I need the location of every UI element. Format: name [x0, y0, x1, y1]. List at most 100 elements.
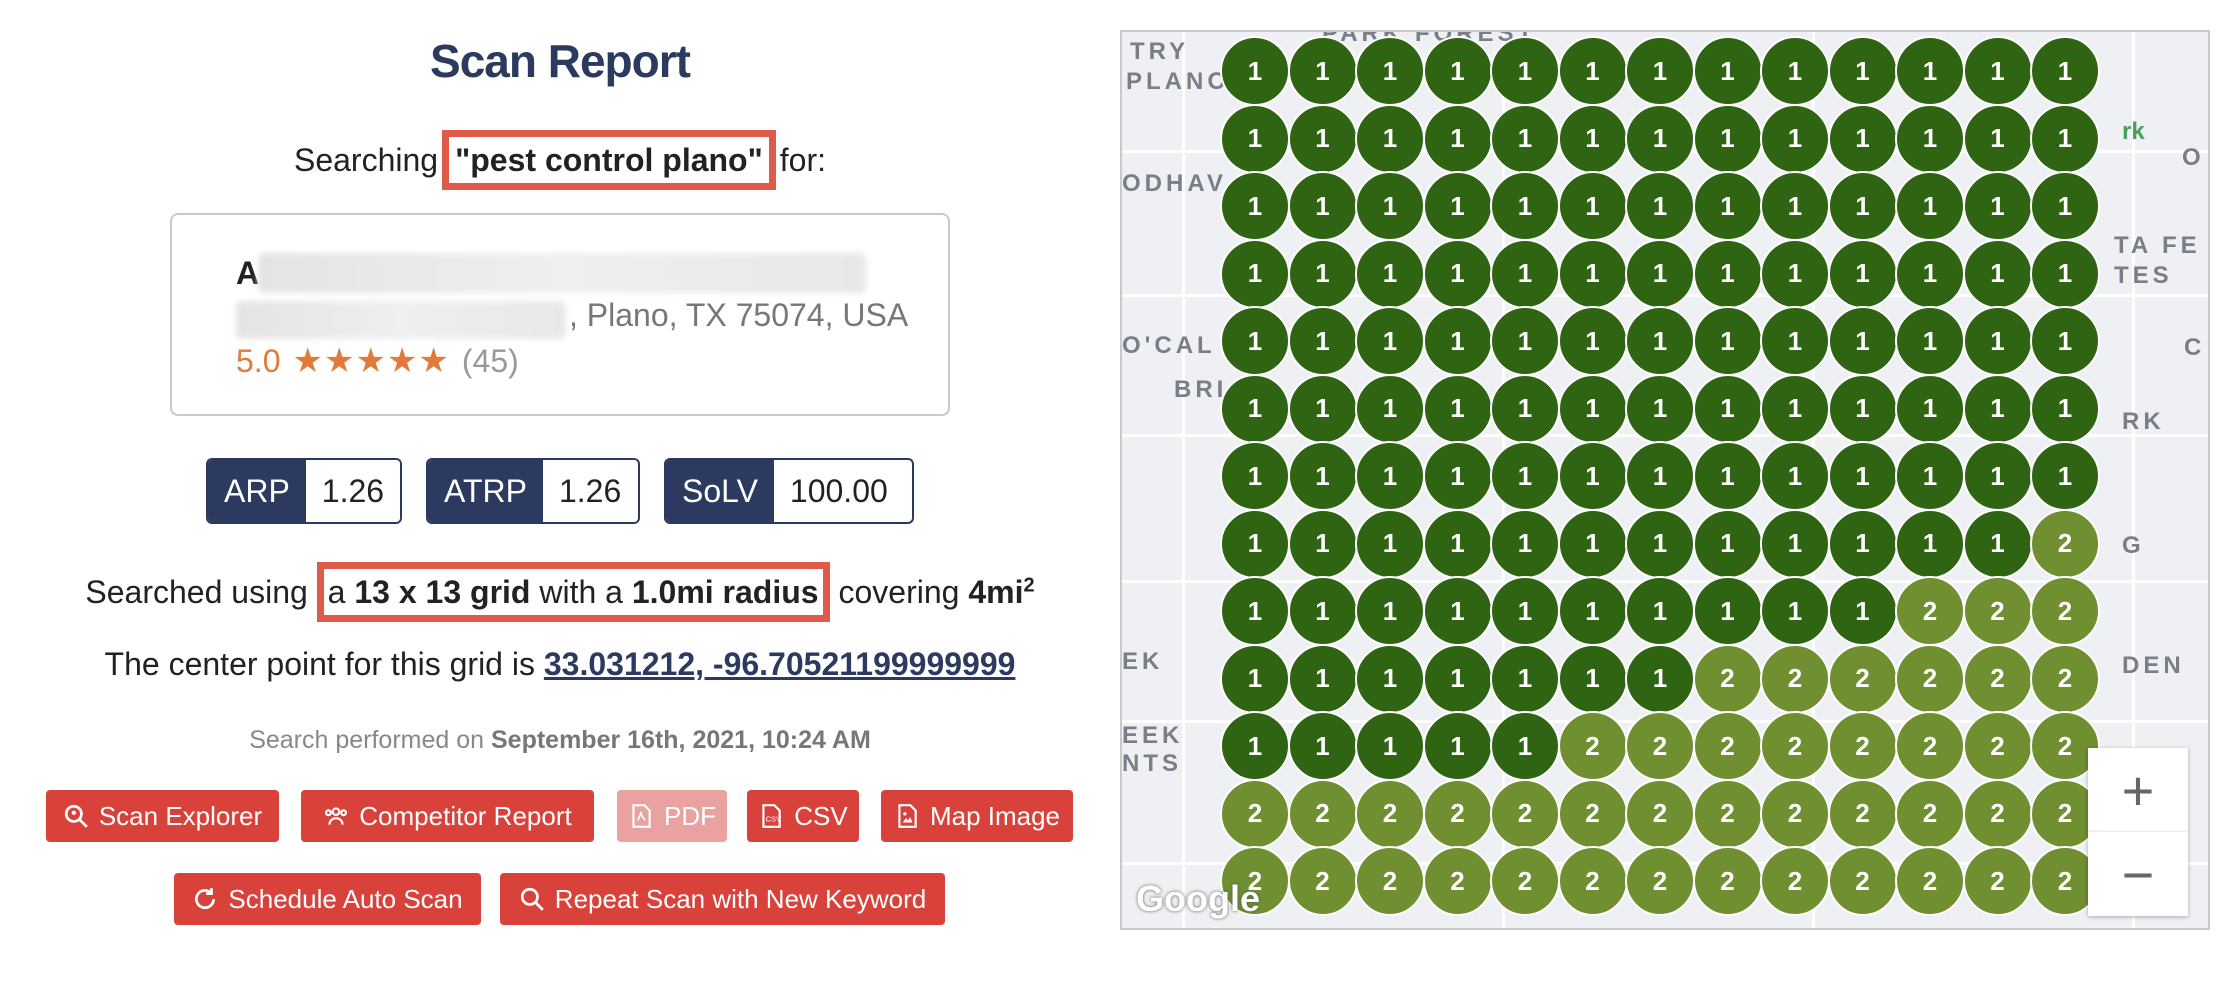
grid-point-rank-1[interactable]: 1 [1355, 306, 1425, 376]
grid-point-rank-1[interactable]: 1 [1625, 373, 1695, 444]
rank-grid-map[interactable]: TRY PLANO PARK FOREST ODHAV TA FE TES O'… [1120, 30, 2210, 930]
grid-point-rank-1[interactable]: 1 [1287, 576, 1358, 646]
grid-point-rank-1[interactable]: 1 [1422, 103, 1493, 174]
grid-point-rank-2[interactable]: 2 [1962, 846, 2033, 916]
grid-point-rank-1[interactable]: 1 [1355, 711, 1425, 781]
grid-point-rank-1[interactable]: 1 [1287, 373, 1358, 444]
grid-point-rank-1[interactable]: 1 [1355, 171, 1425, 241]
grid-point-rank-1[interactable]: 1 [1422, 508, 1493, 579]
grid-point-rank-1[interactable]: 1 [1692, 441, 1763, 511]
grid-point-rank-1[interactable]: 1 [1355, 643, 1425, 714]
grid-point-rank-2[interactable]: 2 [1895, 846, 1965, 916]
grid-point-rank-2[interactable]: 2 [1962, 643, 2033, 714]
grid-point-rank-2[interactable]: 2 [1422, 778, 1493, 849]
zoom-in-button[interactable]: + [2088, 748, 2188, 832]
grid-point-rank-1[interactable]: 1 [1827, 171, 1898, 241]
grid-point-rank-1[interactable]: 1 [1827, 373, 1898, 444]
grid-point-rank-1[interactable]: 1 [1962, 103, 2033, 174]
grid-point-rank-1[interactable]: 1 [1422, 441, 1493, 511]
grid-point-rank-1[interactable]: 1 [1625, 576, 1695, 646]
grid-point-rank-1[interactable]: 1 [1557, 643, 1628, 714]
grid-point-rank-1[interactable]: 1 [1490, 711, 1560, 781]
grid-point-rank-1[interactable]: 1 [1827, 508, 1898, 579]
grid-point-rank-1[interactable]: 1 [1760, 306, 1830, 376]
grid-point-rank-1[interactable]: 1 [1287, 36, 1358, 106]
grid-point-rank-1[interactable]: 1 [1220, 576, 1290, 646]
repeat-scan-button[interactable]: Repeat Scan with New Keyword [500, 873, 945, 925]
grid-point-rank-2[interactable]: 2 [1692, 778, 1763, 849]
grid-point-rank-1[interactable]: 1 [2030, 306, 2100, 376]
grid-point-rank-2[interactable]: 2 [1422, 846, 1493, 916]
grid-point-rank-1[interactable]: 1 [1895, 171, 1965, 241]
grid-point-rank-2[interactable]: 2 [1557, 846, 1628, 916]
grid-point-rank-2[interactable]: 2 [1625, 778, 1695, 849]
grid-point-rank-1[interactable]: 1 [1220, 373, 1290, 444]
grid-point-rank-1[interactable]: 1 [1422, 373, 1493, 444]
grid-point-rank-2[interactable]: 2 [1355, 778, 1425, 849]
grid-point-rank-1[interactable]: 1 [1490, 103, 1560, 174]
grid-point-rank-1[interactable]: 1 [2030, 103, 2100, 174]
grid-point-rank-1[interactable]: 1 [1760, 36, 1830, 106]
grid-point-rank-1[interactable]: 1 [1557, 238, 1628, 309]
grid-point-rank-2[interactable]: 2 [2030, 576, 2100, 646]
grid-point-rank-2[interactable]: 2 [2030, 508, 2100, 579]
grid-point-rank-2[interactable]: 2 [1760, 846, 1830, 916]
grid-point-rank-1[interactable]: 1 [1962, 238, 2033, 309]
grid-point-rank-2[interactable]: 2 [1895, 576, 1965, 646]
grid-point-rank-1[interactable]: 1 [1625, 441, 1695, 511]
grid-point-rank-2[interactable]: 2 [1827, 846, 1898, 916]
grid-point-rank-1[interactable]: 1 [1287, 441, 1358, 511]
grid-point-rank-1[interactable]: 1 [1490, 508, 1560, 579]
grid-point-rank-1[interactable]: 1 [1220, 103, 1290, 174]
grid-point-rank-1[interactable]: 1 [1220, 441, 1290, 511]
grid-point-rank-1[interactable]: 1 [1625, 171, 1695, 241]
grid-point-rank-2[interactable]: 2 [1692, 846, 1763, 916]
grid-point-rank-1[interactable]: 1 [1760, 373, 1830, 444]
map-image-button[interactable]: Map Image [881, 790, 1073, 842]
csv-button[interactable]: CSV CSV [747, 790, 859, 842]
competitor-report-button[interactable]: Competitor Report [301, 790, 594, 842]
grid-point-rank-1[interactable]: 1 [1287, 643, 1358, 714]
grid-point-rank-1[interactable]: 1 [1692, 171, 1763, 241]
grid-point-rank-2[interactable]: 2 [1962, 576, 2033, 646]
grid-point-rank-1[interactable]: 1 [2030, 238, 2100, 309]
grid-point-rank-1[interactable]: 1 [1692, 306, 1763, 376]
grid-point-rank-1[interactable]: 1 [1422, 576, 1493, 646]
grid-point-rank-1[interactable]: 1 [1895, 306, 1965, 376]
grid-point-rank-1[interactable]: 1 [1355, 508, 1425, 579]
grid-point-rank-1[interactable]: 1 [1625, 103, 1695, 174]
grid-point-rank-1[interactable]: 1 [1490, 306, 1560, 376]
grid-point-rank-1[interactable]: 1 [1962, 306, 2033, 376]
grid-point-rank-1[interactable]: 1 [1962, 36, 2033, 106]
grid-point-rank-2[interactable]: 2 [1557, 711, 1628, 781]
grid-point-rank-1[interactable]: 1 [1895, 36, 1965, 106]
grid-point-rank-1[interactable]: 1 [1355, 103, 1425, 174]
grid-point-rank-2[interactable]: 2 [1962, 778, 2033, 849]
grid-point-rank-2[interactable]: 2 [1625, 711, 1695, 781]
grid-point-rank-1[interactable]: 1 [1557, 441, 1628, 511]
scan-explorer-button[interactable]: Scan Explorer [46, 790, 279, 842]
grid-point-rank-1[interactable]: 1 [1895, 373, 1965, 444]
grid-point-rank-1[interactable]: 1 [1557, 171, 1628, 241]
grid-point-rank-2[interactable]: 2 [1490, 846, 1560, 916]
grid-point-rank-1[interactable]: 1 [2030, 373, 2100, 444]
grid-point-rank-1[interactable]: 1 [1760, 576, 1830, 646]
grid-point-rank-1[interactable]: 1 [1692, 373, 1763, 444]
grid-point-rank-2[interactable]: 2 [1827, 711, 1898, 781]
grid-point-rank-1[interactable]: 1 [1422, 711, 1493, 781]
grid-point-rank-1[interactable]: 1 [2030, 171, 2100, 241]
grid-point-rank-2[interactable]: 2 [1962, 711, 2033, 781]
grid-point-rank-1[interactable]: 1 [1962, 373, 2033, 444]
grid-point-rank-1[interactable]: 1 [1220, 36, 1290, 106]
grid-point-rank-1[interactable]: 1 [1557, 373, 1628, 444]
grid-point-rank-1[interactable]: 1 [1355, 36, 1425, 106]
zoom-out-button[interactable]: − [2088, 832, 2188, 916]
grid-point-rank-1[interactable]: 1 [1557, 576, 1628, 646]
grid-point-rank-2[interactable]: 2 [1490, 778, 1560, 849]
grid-point-rank-1[interactable]: 1 [1422, 306, 1493, 376]
grid-point-rank-1[interactable]: 1 [1760, 238, 1830, 309]
grid-point-rank-1[interactable]: 1 [1287, 171, 1358, 241]
grid-point-rank-2[interactable]: 2 [1760, 778, 1830, 849]
grid-point-rank-1[interactable]: 1 [1355, 373, 1425, 444]
grid-point-rank-1[interactable]: 1 [1355, 576, 1425, 646]
